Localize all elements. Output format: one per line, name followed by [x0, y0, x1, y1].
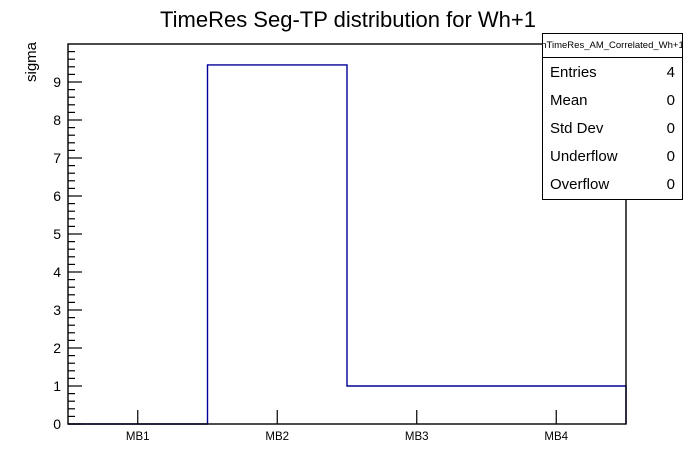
- chart-title: TimeRes Seg-TP distribution for Wh+1: [160, 7, 536, 32]
- y-tick-label: 0: [53, 416, 61, 432]
- y-axis-title: sigma: [23, 41, 40, 82]
- stats-rows: Entries 4 Mean 0 Std Dev 0 Underflow 0 O…: [543, 58, 682, 199]
- x-tick-label: MB4: [544, 431, 568, 443]
- stats-row-value: 0: [666, 91, 675, 109]
- stats-row-label: Overflow: [550, 176, 610, 194]
- stats-row-value: 0: [666, 120, 675, 137]
- y-tick-label: 3: [53, 302, 61, 318]
- stats-row-value: 0: [666, 148, 675, 166]
- stats-row-value: 4: [666, 63, 675, 81]
- y-tick-label: 8: [53, 112, 61, 128]
- y-tick-label: 9: [53, 74, 61, 90]
- stats-row-label: Mean: [550, 91, 588, 109]
- stats-row: Overflow 0: [543, 171, 682, 199]
- y-tick-label: 5: [53, 226, 61, 242]
- stats-row: Mean 0: [543, 86, 682, 114]
- stats-row: Std Dev 0: [543, 114, 682, 142]
- y-tick-label: 4: [53, 264, 61, 280]
- y-tick-label: 6: [53, 188, 61, 204]
- x-tick-label: MB1: [126, 431, 150, 443]
- stats-row-label: Underflow: [550, 148, 618, 166]
- histogram-line: [68, 64, 627, 425]
- stats-box-title: hTimeRes_AM_Correlated_Wh+1: [543, 34, 682, 58]
- stats-row-label: Entries: [550, 63, 597, 81]
- y-tick-label: 2: [53, 340, 61, 356]
- stats-row: Underflow 0: [543, 143, 682, 171]
- stats-row: Entries 4: [543, 58, 682, 86]
- x-tick-label: MB2: [265, 431, 289, 443]
- stats-box: hTimeRes_AM_Correlated_Wh+1 Entries 4 Me…: [542, 33, 683, 200]
- stats-row-label: Std Dev: [550, 120, 604, 137]
- stats-row-value: 0: [666, 176, 675, 194]
- y-tick-label: 7: [53, 150, 61, 166]
- y-tick-label: 1: [53, 378, 61, 394]
- x-tick-label: MB3: [405, 431, 429, 443]
